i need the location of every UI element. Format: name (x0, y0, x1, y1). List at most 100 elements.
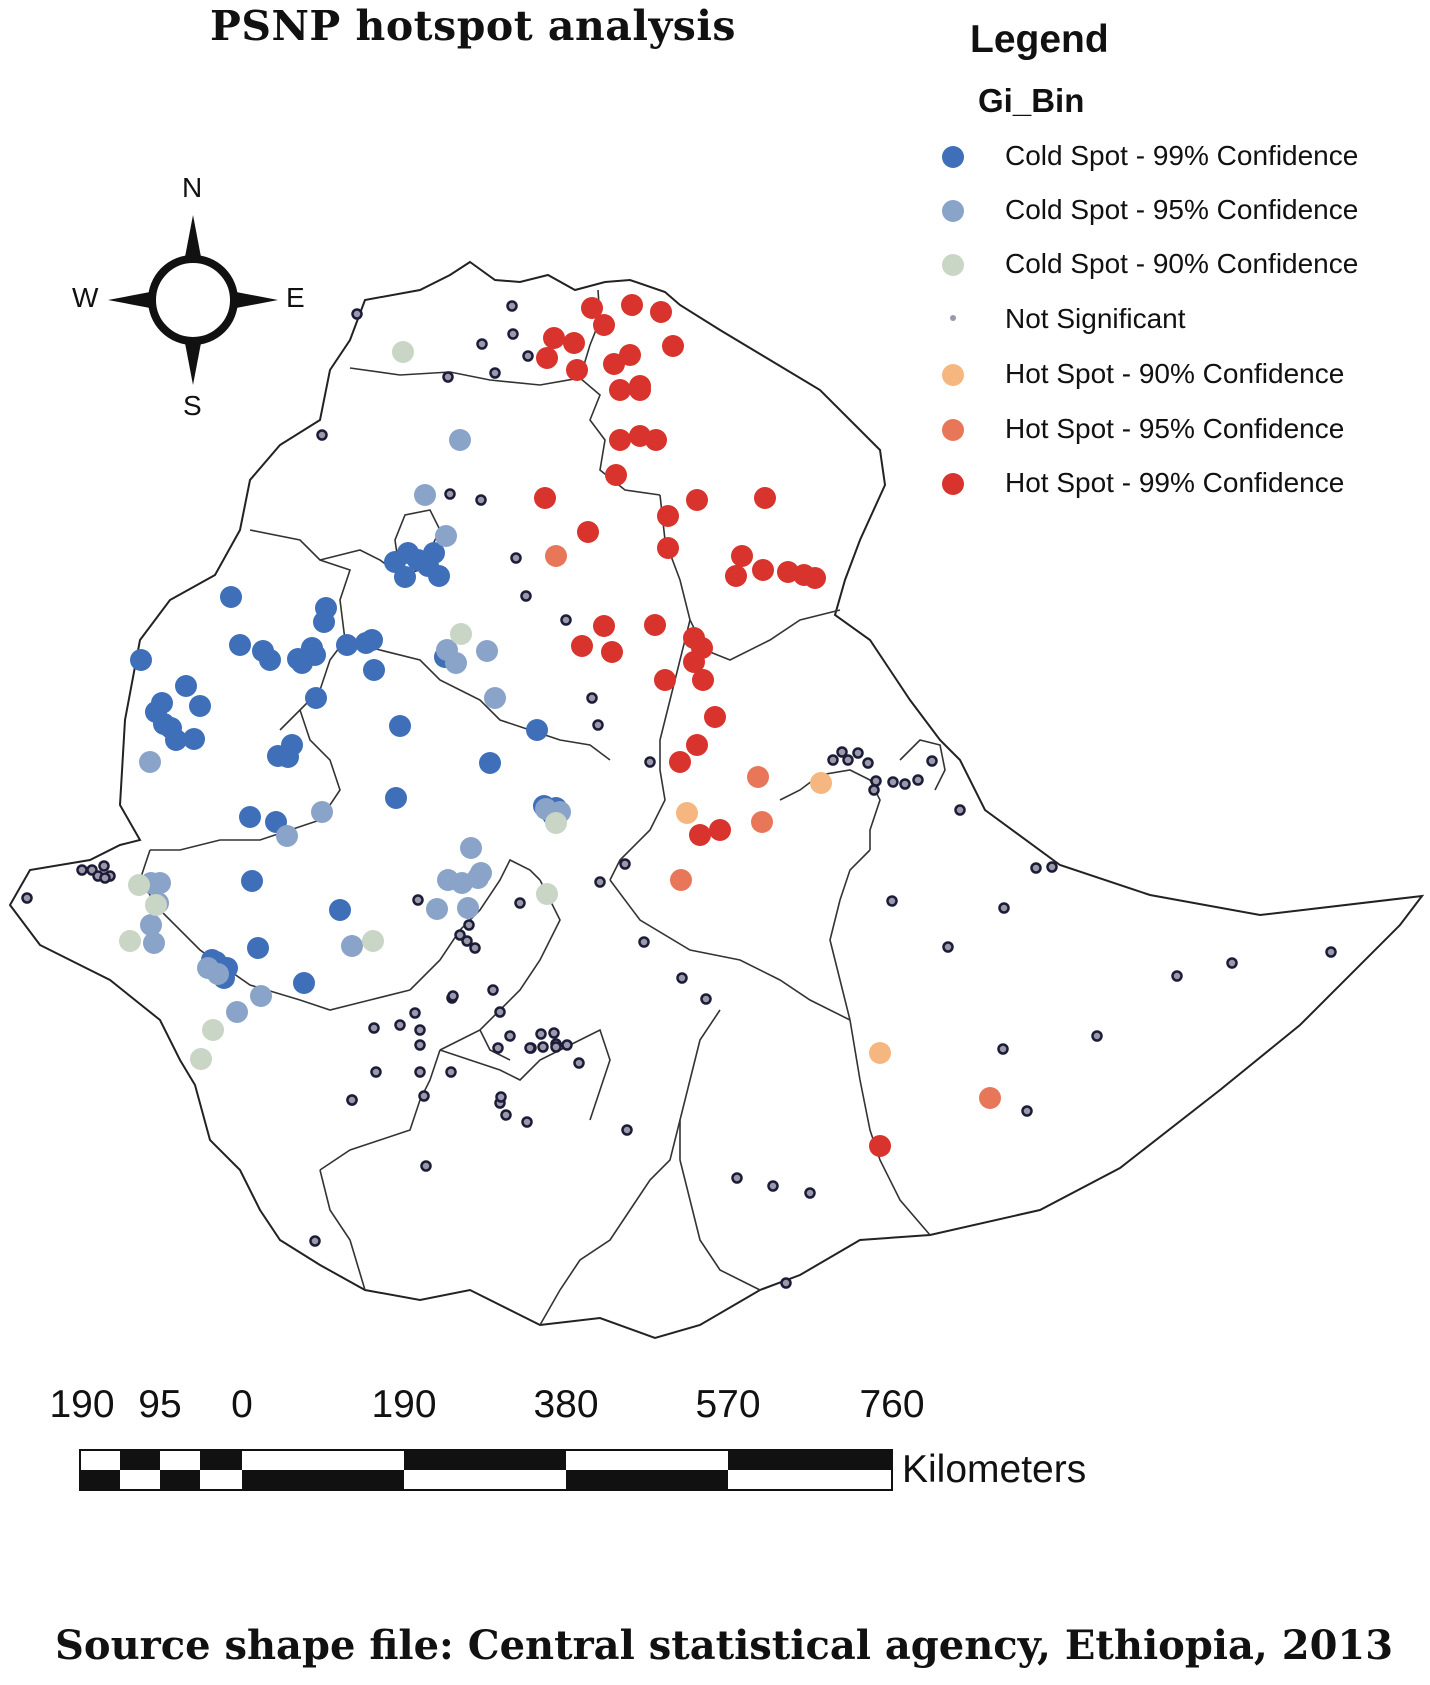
map-point (450, 623, 472, 645)
legend-swatch-hot-90 (942, 364, 964, 386)
map-point (686, 734, 708, 756)
map-point (605, 464, 627, 486)
hotspot-points (21, 294, 1337, 1289)
scale-label-0: 0 (231, 1383, 253, 1426)
map-point (751, 811, 773, 833)
compass-north-label: N (182, 172, 203, 203)
map-point (548, 1027, 560, 1039)
map-point (461, 935, 473, 947)
legend-title: Legend (970, 18, 1109, 61)
map-point (683, 651, 705, 673)
map-point (420, 1160, 432, 1172)
map-point (259, 649, 281, 671)
map-point (479, 752, 501, 774)
map-point (644, 614, 666, 636)
map-point (689, 824, 711, 846)
map-point (912, 774, 924, 786)
scale-unit-label: Kilometers (902, 1448, 1087, 1491)
map-point (414, 1039, 426, 1051)
map-point (577, 521, 599, 543)
map-point (1325, 946, 1337, 958)
map-point (887, 776, 899, 788)
map-point (700, 993, 712, 1005)
map-point (409, 1007, 421, 1019)
legend-label-hot-95: Hot Spot - 95% Confidence (1005, 413, 1345, 444)
map-point (550, 1041, 562, 1053)
scale-label-190-left: 190 (49, 1383, 115, 1426)
map-point (804, 567, 826, 589)
compass-east-label: E (286, 282, 305, 313)
map-point (494, 1006, 506, 1018)
map-point (241, 870, 263, 892)
map-point (143, 932, 165, 954)
map-point (414, 484, 436, 506)
map-point (1046, 861, 1058, 873)
map-point (780, 1277, 792, 1289)
scale-label-380: 380 (533, 1383, 599, 1426)
map-point (842, 754, 854, 766)
map-point (489, 367, 501, 379)
map-point (445, 652, 467, 674)
map-point (457, 897, 479, 919)
map-point (397, 542, 419, 564)
map-point (654, 669, 676, 691)
scale-label-760: 760 (859, 1383, 925, 1426)
map-point (942, 941, 954, 953)
map-point (601, 641, 623, 663)
map-point (560, 614, 572, 626)
map-point (305, 687, 327, 709)
map-point (293, 972, 315, 994)
map-point (868, 784, 880, 796)
map-point (514, 897, 526, 909)
map-point (827, 754, 839, 766)
map-point (202, 1019, 224, 1041)
map-point (709, 819, 731, 841)
map-point (281, 734, 303, 756)
map-point (686, 489, 708, 511)
map-point (506, 300, 518, 312)
map-point (662, 335, 684, 357)
map-point (487, 984, 499, 996)
map-point (676, 972, 688, 984)
map-point (329, 899, 351, 921)
map-point (926, 755, 938, 767)
map-point (1226, 957, 1238, 969)
map-point (638, 936, 650, 948)
map-point (644, 756, 656, 768)
map-point (341, 935, 363, 957)
map-point (852, 747, 864, 759)
map-point (657, 505, 679, 527)
map-point (346, 1094, 358, 1106)
map-point (119, 930, 141, 952)
map-point (899, 778, 911, 790)
map-point (510, 552, 522, 564)
map-point (629, 379, 651, 401)
map-point (21, 892, 33, 904)
map-point (418, 1090, 430, 1102)
map-point (731, 1172, 743, 1184)
map-point (190, 1048, 212, 1070)
map-point (754, 487, 776, 509)
map-point (543, 327, 565, 349)
map-point (593, 615, 615, 637)
map-point (621, 294, 643, 316)
map-point (99, 872, 111, 884)
map-point (394, 1019, 406, 1031)
map-point (140, 914, 162, 936)
map-point (619, 858, 631, 870)
map-point (247, 937, 269, 959)
map-point (183, 728, 205, 750)
map-point (207, 963, 229, 985)
map-point (423, 542, 445, 564)
map-point (444, 488, 456, 500)
scale-bar (79, 1449, 893, 1491)
map-point (315, 597, 337, 619)
map-point (767, 1180, 779, 1192)
legend-swatch-cold-90 (942, 254, 964, 276)
map-point (139, 751, 161, 773)
source-note: Source shape file: Central statistical a… (55, 1622, 1394, 1669)
map-point (426, 898, 448, 920)
map-point (460, 837, 482, 859)
map-point (536, 347, 558, 369)
